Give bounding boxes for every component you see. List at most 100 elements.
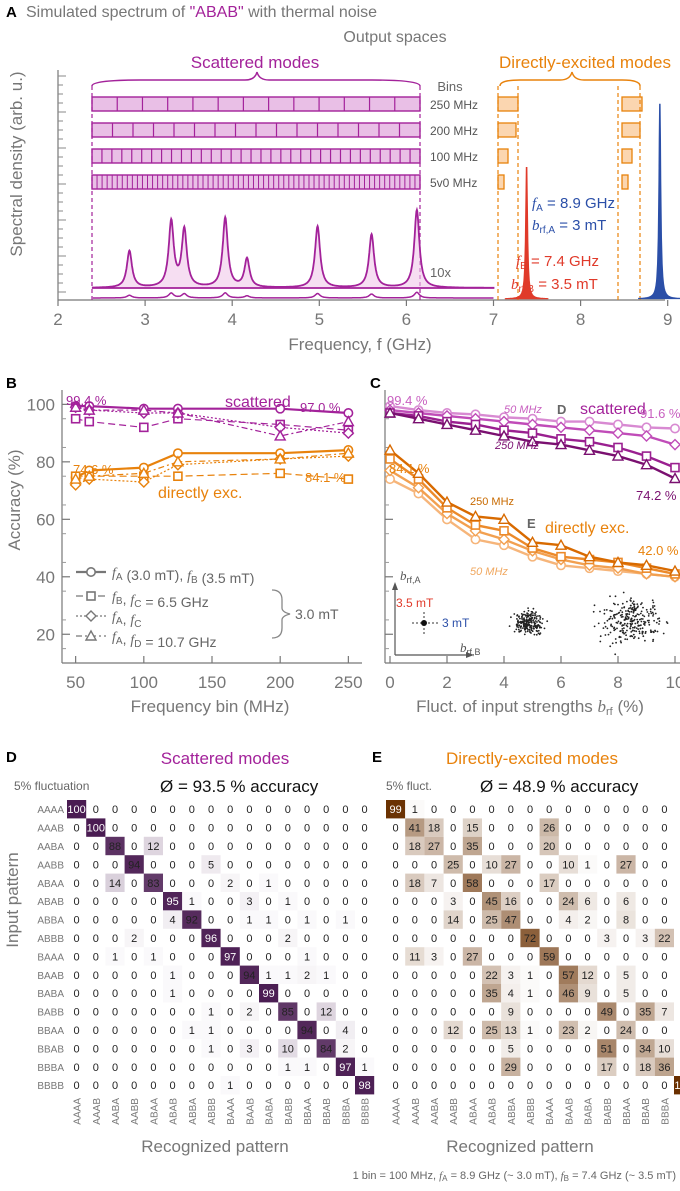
- scatter-dot: [603, 622, 606, 624]
- matrix-value: 0: [131, 1062, 137, 1074]
- matrix-value: 0: [450, 951, 456, 963]
- scatter-dot: [599, 610, 601, 613]
- matrix-value: 3: [642, 933, 648, 945]
- matrix-value: 0: [565, 823, 571, 835]
- matrix-value: 0: [412, 1062, 418, 1074]
- matrix-value: 0: [342, 988, 348, 1000]
- scatter-dot: [619, 621, 622, 624]
- scatter-dot: [593, 604, 596, 607]
- panel-b-ann-970: 97.0 %: [300, 400, 341, 415]
- panel-d-accuracy: Ø = 93.5 % accuracy: [160, 777, 319, 796]
- row-label: BBBA: [37, 1063, 64, 1074]
- point: [83, 469, 96, 481]
- scatter-dot: [625, 610, 627, 612]
- scatter-dot: [611, 617, 614, 620]
- scatter-dot: [621, 615, 624, 618]
- bin-box-direct: [497, 174, 505, 190]
- matrix-value: 0: [208, 1062, 214, 1074]
- matrix-value: 1: [266, 878, 272, 890]
- panel-d-row-labels: AAAA AAAB AABA AABB ABAA ABAB ABBA ABBB BAAA BAAB…: [37, 805, 64, 1092]
- scatter-dot: [528, 628, 531, 631]
- matrix-value: 0: [131, 951, 137, 963]
- scatter-dot: [614, 603, 616, 606]
- scatter-dot: [643, 620, 645, 623]
- y-tick-label: 80: [36, 453, 55, 472]
- matrix-cell: [462, 947, 482, 966]
- scatter-dot: [640, 603, 642, 606]
- matrix-cell: [424, 818, 444, 837]
- scatter-dot: [520, 625, 523, 628]
- scatter-dot: [634, 636, 636, 638]
- col-label: BBAB: [641, 1098, 652, 1125]
- matrix-cell: [539, 873, 559, 892]
- point: [70, 413, 81, 424]
- panel-b-legend: fA (3.0 mT), fB (3.5 mT)fB, fC = 6.5 GHz…: [76, 566, 339, 650]
- matrix-value: 1: [208, 1043, 214, 1055]
- matrix-value: 22: [658, 933, 670, 945]
- matrix-value: 0: [431, 970, 437, 982]
- legend-f: f: [112, 590, 118, 605]
- col-label: BBBA: [660, 1098, 671, 1125]
- matrix-value: 0: [642, 1025, 648, 1037]
- matrix-value: 0: [661, 1025, 667, 1037]
- scatter-dot: [636, 618, 639, 621]
- panel-c-ann-916: 91.6 %: [640, 406, 680, 421]
- matrix-cell: [297, 910, 317, 929]
- panel-b-ticks: 50 100 150 200 250 20 40 60 80 100: [27, 395, 363, 692]
- matrix-value: 0: [131, 878, 137, 890]
- matrix-value: 0: [412, 1025, 418, 1037]
- scatter-dot: [624, 631, 627, 634]
- scatter-dot: [646, 611, 649, 613]
- scatter-dot: [614, 595, 617, 598]
- matrix-value: 0: [112, 970, 118, 982]
- matrix-value: 27: [620, 859, 632, 871]
- matrix-value: 0: [642, 970, 648, 982]
- matrix-value: 0: [227, 1007, 233, 1019]
- scatter-dot: [615, 621, 618, 624]
- matrix-value: 0: [93, 1062, 99, 1074]
- scatter-dot: [603, 612, 606, 615]
- matrix-value: 0: [112, 1062, 118, 1074]
- matrix-value: 0: [112, 823, 118, 835]
- matrix-cell: [278, 892, 298, 911]
- scatter-dot: [541, 618, 544, 620]
- scatter-dot: [624, 638, 627, 640]
- matrix-value: 0: [150, 1080, 156, 1092]
- legend-f: f: [112, 610, 118, 625]
- matrix-value: 0: [393, 970, 399, 982]
- matrix-value: 4: [170, 915, 176, 927]
- matrix-value: 0: [508, 951, 514, 963]
- matrix-value: 0: [546, 1062, 552, 1074]
- scattered-modes-label: Scattered modes: [191, 53, 320, 72]
- matrix-value: 0: [604, 988, 610, 1000]
- col-label: AABB: [130, 1098, 141, 1125]
- matrix-cell: [278, 1039, 298, 1058]
- matrix-cell: [335, 1020, 355, 1040]
- matrix-value: 0: [431, 804, 437, 816]
- matrix-value: 6: [623, 896, 629, 908]
- matrix-value: 41: [409, 823, 421, 835]
- scatter-dot: [638, 630, 641, 633]
- matrix-cell: [355, 1057, 375, 1076]
- matrix-cell: [105, 873, 125, 892]
- matrix-value: 97: [339, 1062, 351, 1074]
- scatter-dot: [535, 617, 538, 620]
- matrix-cell: [558, 910, 578, 929]
- matrix-cell: [654, 1002, 674, 1021]
- matrix-value: 0: [431, 1043, 437, 1055]
- matrix-value: 0: [208, 878, 214, 890]
- matrix-value: 0: [450, 823, 456, 835]
- panel-e-letter: E: [372, 749, 382, 766]
- scatter-dot: [523, 617, 525, 619]
- scatter-dot: [526, 612, 528, 615]
- scatter-dot: [652, 601, 655, 604]
- matrix-value: 0: [150, 804, 156, 816]
- bin-box-direct: [621, 174, 629, 190]
- bin-label: 250 MHz: [430, 98, 478, 112]
- scatter-dot: [510, 616, 512, 619]
- scatter-dot: [648, 623, 651, 626]
- matrix-value: 0: [393, 841, 399, 853]
- scatter-dot: [518, 616, 520, 618]
- matrix-value: 0: [266, 859, 272, 871]
- legend-text: ,: [123, 591, 131, 607]
